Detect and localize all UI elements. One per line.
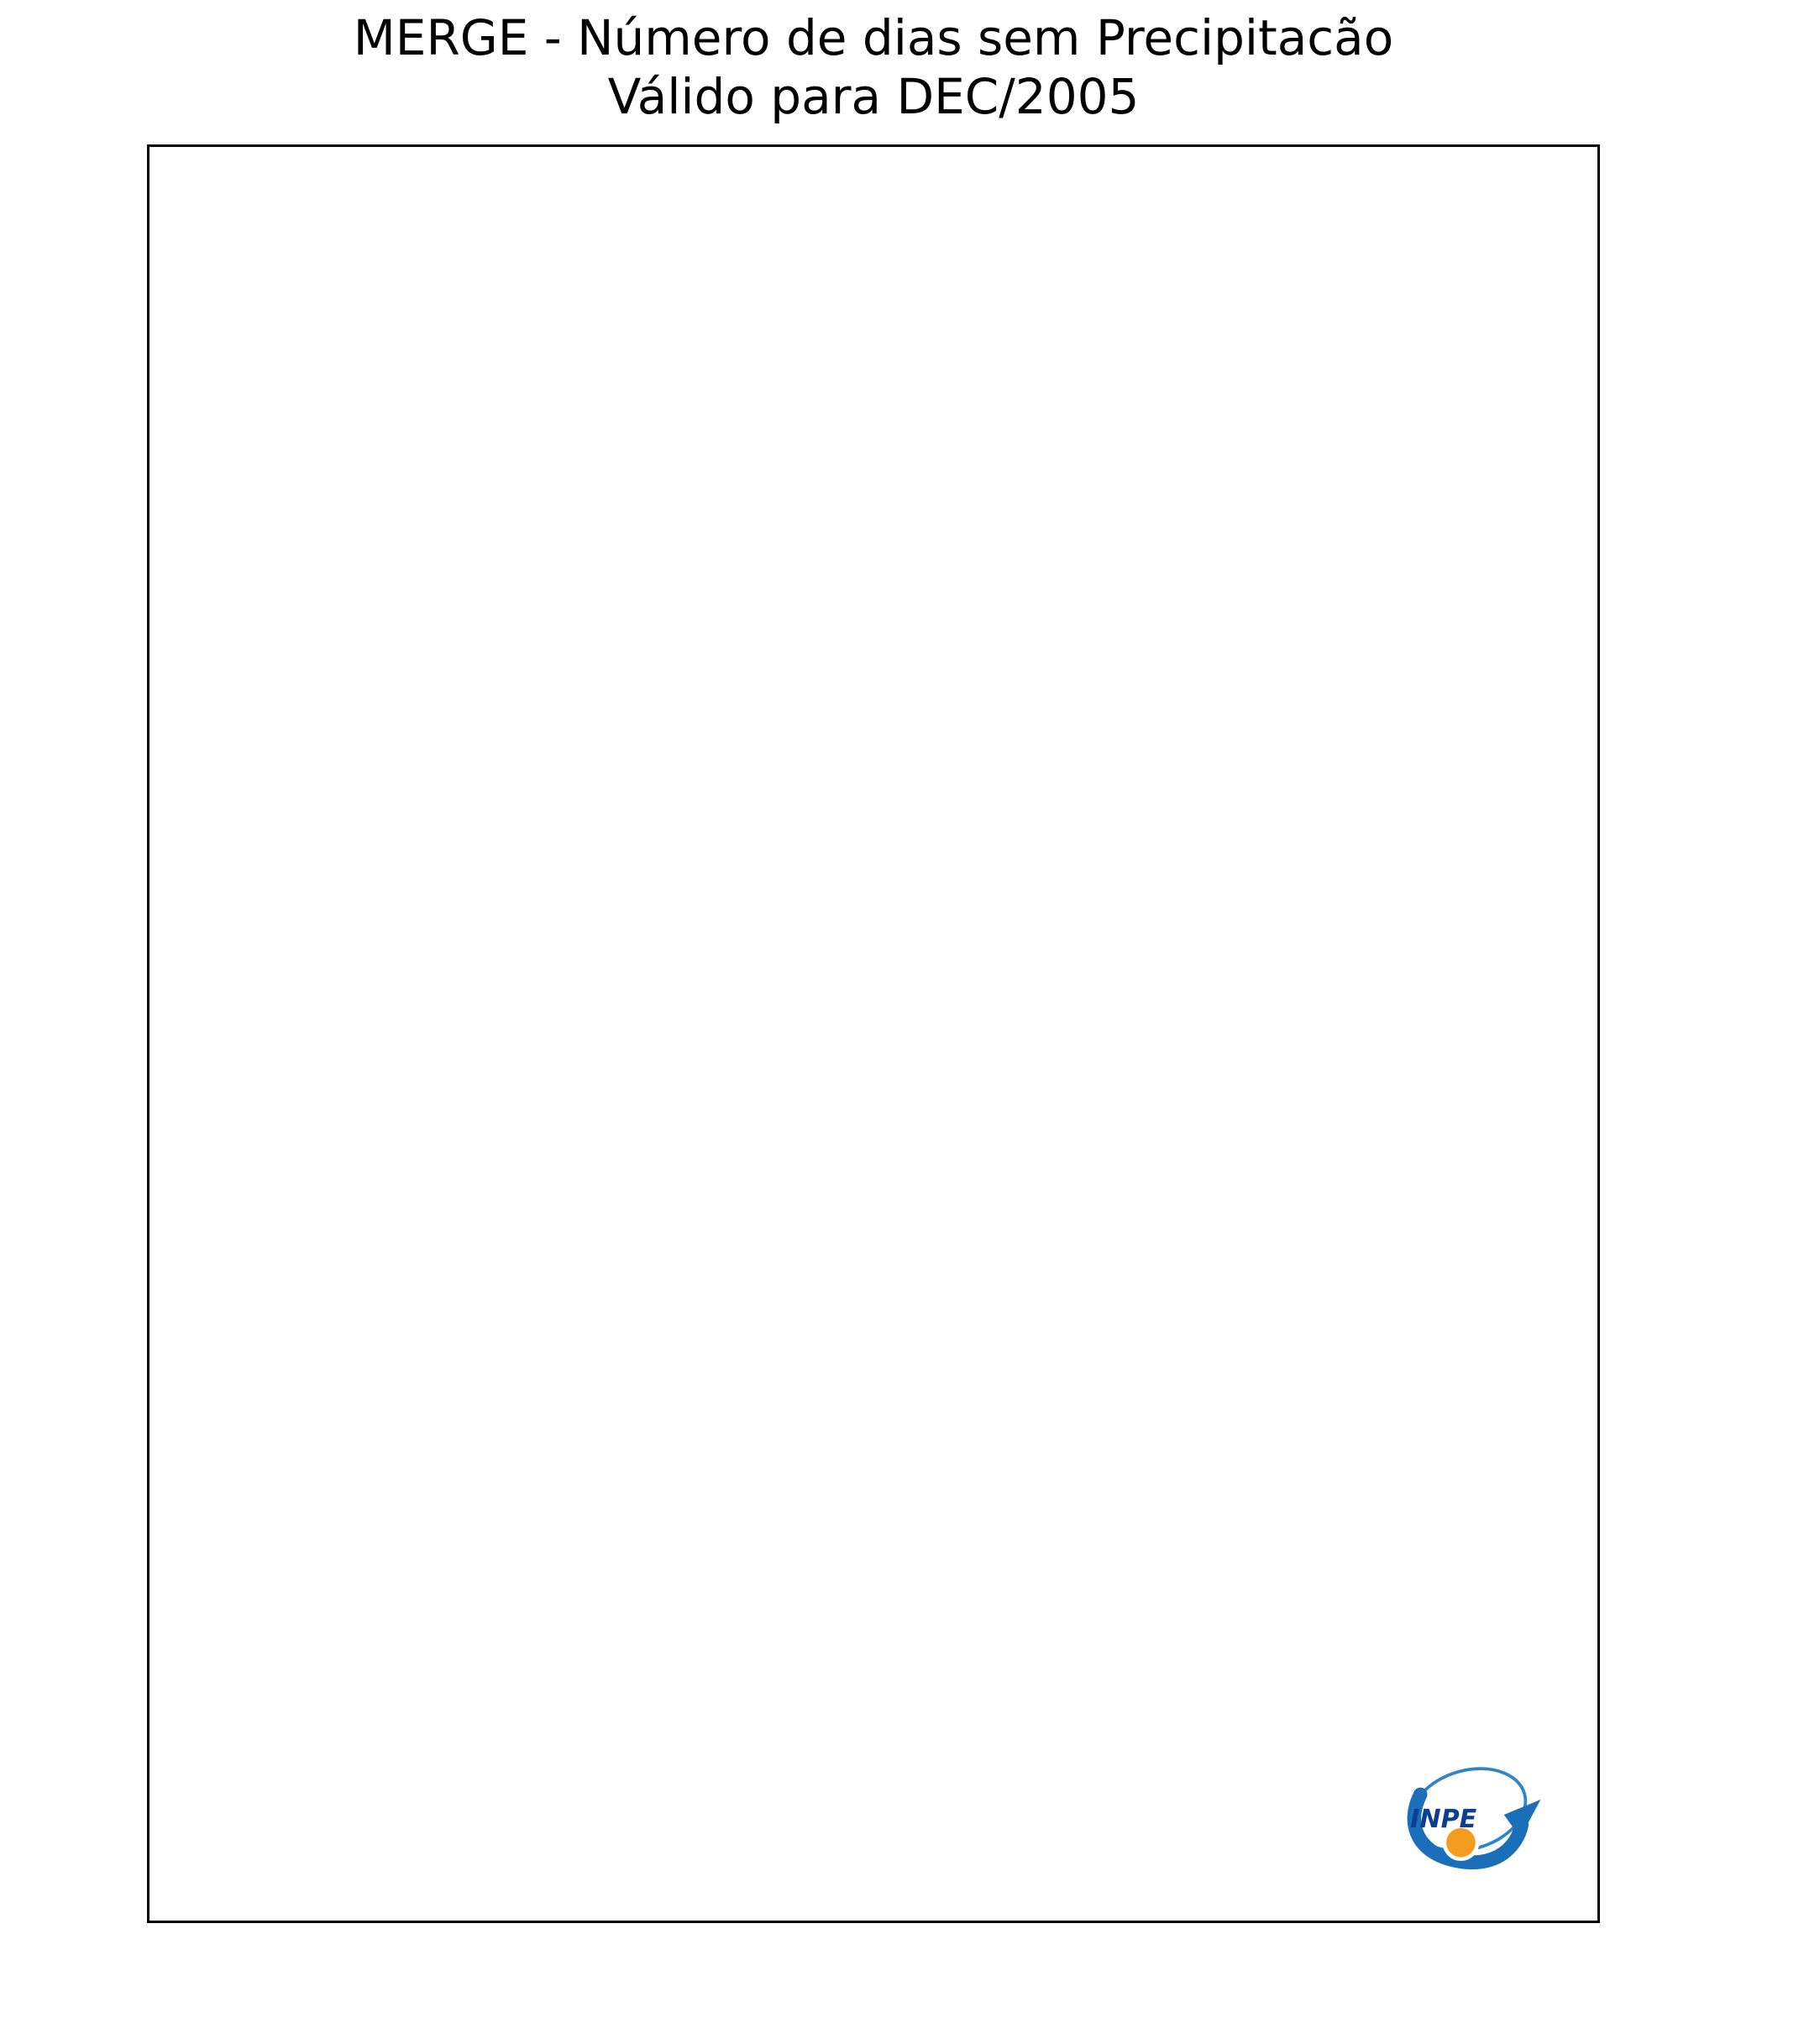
borders-overlay: [149, 147, 1597, 1921]
inpe-logo-icon: INPE: [1407, 1767, 1541, 1870]
inpe-arrow-head: [1503, 1799, 1541, 1838]
inpe-orange-sphere: [1442, 1824, 1480, 1862]
inpe-logo-box: INPE: [1377, 1739, 1562, 1890]
precipitation-heatmap-canvas: [149, 147, 1597, 1921]
map-area: INPE: [147, 144, 1600, 1923]
chart-title: MERGE - Número de dias sem Precipitacão: [353, 9, 1394, 66]
inpe-arrow-swirl: [1407, 1787, 1529, 1870]
chart-subtitle: Válido para DEC/2005: [607, 68, 1140, 125]
inpe-wordmark: INPE: [1410, 1805, 1477, 1834]
